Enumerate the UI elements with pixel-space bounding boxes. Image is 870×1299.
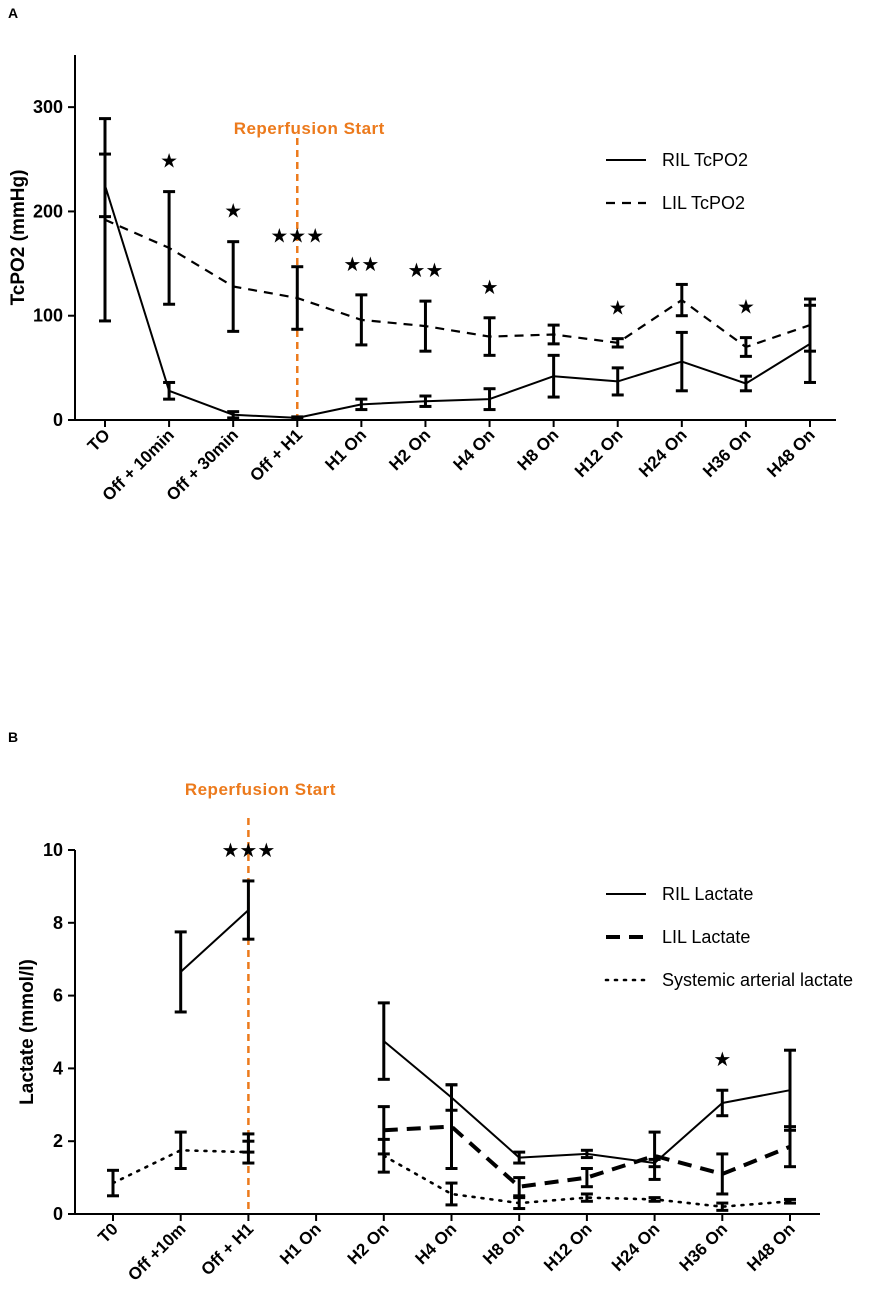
x-tick-label: H4 On — [450, 425, 499, 474]
series-line-1 — [104, 185, 811, 419]
significance-marker: ★★★ — [222, 838, 276, 862]
x-tick-label: Off +10m — [124, 1219, 189, 1284]
series-line-2 — [104, 218, 811, 349]
x-tick-label: H4 On — [411, 1219, 460, 1268]
y-axis-title: TcPO2 (mmHg) — [8, 170, 29, 306]
y-tick-label: 8 — [53, 913, 63, 933]
reperfusion-label: Reperfusion Start — [234, 119, 385, 138]
y-tick-label: 200 — [33, 201, 63, 221]
x-tick-label: H2 On — [385, 425, 434, 474]
significance-marker: ★ — [713, 1047, 731, 1071]
legend-label: RIL TcPO2 — [662, 150, 748, 170]
y-tick-label: 2 — [53, 1131, 63, 1151]
x-tick-label: Off + H1 — [246, 425, 306, 485]
x-tick-label: H24 On — [608, 1219, 664, 1275]
panel-label: A — [8, 5, 18, 21]
x-tick-label: Off + H1 — [197, 1219, 257, 1279]
legend-label: LIL Lactate — [662, 927, 750, 947]
legend-label: LIL TcPO2 — [662, 193, 745, 213]
x-tick-label: H36 On — [676, 1219, 732, 1275]
significance-marker: ★ — [224, 199, 242, 223]
legend-label: Systemic arterial lactate — [662, 970, 853, 990]
legend-label: RIL Lactate — [662, 884, 753, 904]
y-axis-title: Lactate (mmol/l) — [17, 959, 38, 1105]
x-tick-label: H36 On — [699, 425, 755, 481]
x-tick-label: H1 On — [276, 1219, 325, 1268]
x-tick-label: H24 On — [635, 425, 691, 481]
significance-marker: ★ — [481, 275, 499, 299]
significance-marker: ★★ — [408, 258, 444, 282]
reperfusion-label: Reperfusion Start — [185, 780, 336, 799]
y-tick-label: 6 — [53, 986, 63, 1006]
y-tick-label: 10 — [43, 840, 63, 860]
significance-marker: ★★★ — [270, 224, 324, 248]
significance-marker: ★★ — [343, 252, 379, 276]
x-tick-label: H48 On — [743, 1219, 799, 1275]
x-tick-label: TO — [84, 425, 114, 455]
x-tick-label: H8 On — [479, 1219, 528, 1268]
y-tick-label: 0 — [53, 410, 63, 430]
x-tick-label: T0 — [94, 1219, 121, 1246]
significance-marker: ★ — [160, 149, 178, 173]
x-tick-label: H12 On — [571, 425, 627, 481]
y-tick-label: 300 — [33, 97, 63, 117]
series-line-1 — [180, 909, 791, 1164]
significance-marker: ★ — [737, 295, 755, 319]
panel-b-lactate-chart: B 0 2 4 6 8 10 Lactate (mmol/l) T0 Off +10m Off + … — [8, 729, 853, 1285]
x-tick-label: H48 On — [763, 425, 819, 481]
significance-marker: ★ — [609, 296, 627, 320]
panel-label: B — [8, 729, 18, 745]
x-tick-label: H2 On — [344, 1219, 393, 1268]
x-tick-label: H1 On — [321, 425, 370, 474]
x-tick-label: H12 On — [540, 1219, 596, 1275]
y-tick-label: 0 — [53, 1204, 63, 1224]
y-tick-label: 100 — [33, 306, 63, 326]
x-tick-label: H8 On — [514, 425, 563, 474]
y-tick-label: 4 — [53, 1058, 63, 1078]
